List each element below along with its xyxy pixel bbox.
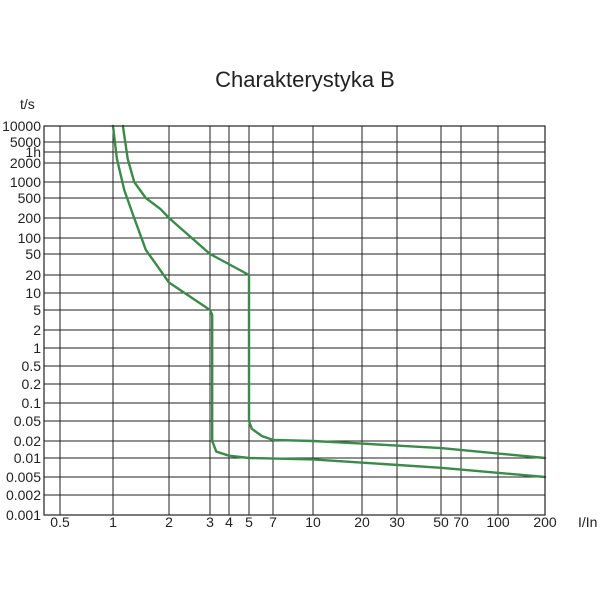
y-tick-label: 100	[18, 230, 42, 246]
x-tick-label: 20	[354, 514, 370, 530]
x-tick-label: 4	[225, 514, 233, 530]
y-tick-label: 20	[25, 267, 41, 283]
x-tick-label: 200	[533, 514, 557, 530]
upper-trip-curve	[121, 124, 547, 460]
y-tick-label: 5	[33, 302, 41, 318]
y-tick-label: 200	[18, 210, 42, 226]
x-axis-label: I/In	[578, 514, 597, 530]
y-tick-label: 2000	[10, 155, 41, 171]
y-tick-label: 0.01	[14, 450, 41, 466]
x-tick-label: 1	[109, 514, 117, 530]
x-tick-label: 7	[269, 514, 277, 530]
y-tick-label: 0.05	[14, 413, 41, 429]
x-tick-label: 2	[165, 514, 173, 530]
x-tick-label: 50	[433, 514, 449, 530]
y-tick-label: 0.2	[22, 376, 42, 392]
curves	[111, 124, 547, 479]
y-tick-label: 5000	[10, 134, 41, 150]
x-tick-label: 30	[389, 514, 405, 530]
y-tick-label: 2	[33, 322, 41, 338]
y-axis-label: t/s	[20, 96, 35, 112]
x-tick-label: 10	[305, 514, 321, 530]
y-tick-label: 500	[18, 190, 42, 206]
chart-title: Charakterystyka B	[215, 67, 395, 92]
x-tick-label: 3	[206, 514, 214, 530]
y-tick-label: 0.02	[14, 433, 41, 449]
x-tick-label: 0.5	[50, 514, 70, 530]
y-tick-label: 0.001	[6, 507, 41, 523]
lower-trip-curve	[111, 124, 547, 479]
x-tick-label: 70	[453, 514, 469, 530]
y-tick-label: 50	[25, 246, 41, 262]
y-tick-label: 0.5	[22, 358, 42, 374]
plot-frame	[43, 125, 546, 516]
y-tick-label: 1h	[25, 144, 41, 160]
y-tick-label: 10000	[2, 118, 41, 134]
y-tick-label: 10	[25, 285, 41, 301]
y-tick-label: 1	[33, 340, 41, 356]
x-tick-label: 5	[245, 514, 253, 530]
y-tick-label: 1000	[10, 174, 41, 190]
y-tick-label: 0.1	[22, 395, 42, 411]
x-tick-labels: 0.5 1 2 3 4 5 7 10 20 30 50 70 100 200	[50, 514, 557, 530]
y-tick-label: 0.005	[6, 469, 41, 485]
grid	[44, 125, 546, 516]
x-tick-label: 100	[486, 514, 510, 530]
y-tick-label: 0.002	[6, 487, 41, 503]
